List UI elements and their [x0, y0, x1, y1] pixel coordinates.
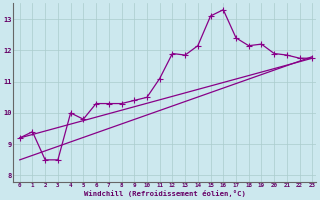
X-axis label: Windchill (Refroidissement éolien,°C): Windchill (Refroidissement éolien,°C) [84, 190, 246, 197]
